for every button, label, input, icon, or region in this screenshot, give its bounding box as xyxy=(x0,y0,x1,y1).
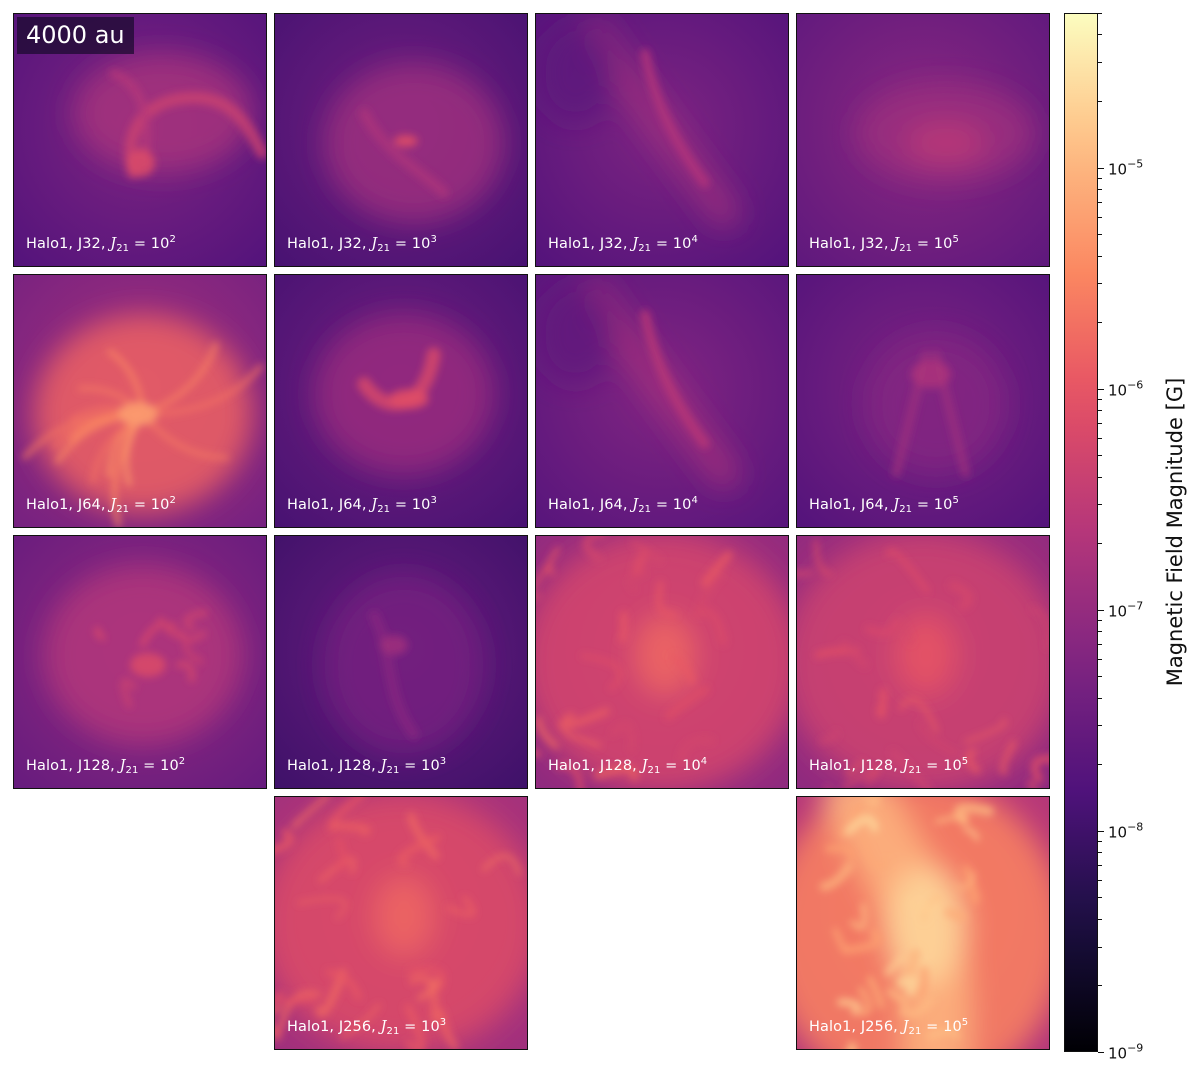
magnetic-field-map xyxy=(536,536,788,788)
magnetic-field-map xyxy=(536,14,788,266)
colorbar-minor-tick xyxy=(1098,476,1102,478)
colorbar-minor-tick xyxy=(1098,455,1102,457)
colorbar-minor-tick xyxy=(1098,644,1102,646)
colorbar-minor-tick xyxy=(1098,100,1102,102)
panel-label: Halo1, J128, J21 = 105 xyxy=(809,756,969,776)
panel-label: Halo1, J32, J21 = 103 xyxy=(287,234,437,254)
colorbar-minor-tick xyxy=(1098,437,1102,439)
panel-label: Halo1, J64, J21 = 105 xyxy=(809,495,959,515)
colorbar-major-tick xyxy=(1098,388,1104,390)
magnetic-field-map xyxy=(14,14,266,266)
field-panel: Halo1, J32, J21 = 103 xyxy=(274,13,528,267)
panel-label: Halo1, J256, J21 = 105 xyxy=(809,1017,969,1037)
colorbar-minor-tick xyxy=(1098,177,1102,179)
magnetic-field-map xyxy=(275,797,527,1049)
magnetic-field-map xyxy=(797,536,1049,788)
colorbar-major-tick xyxy=(1098,1052,1104,1053)
colorbar-major-tick xyxy=(1098,609,1104,611)
colorbar-minor-tick xyxy=(1098,897,1102,899)
field-panel: Halo1, J128, J21 = 103 xyxy=(274,535,528,789)
colorbar-tick-label: 10−8 xyxy=(1108,820,1144,842)
field-panel: Halo1, J64, J21 = 104 xyxy=(535,274,789,528)
colorbar-label: Magnetic Field Magnitude [G] xyxy=(1163,377,1187,687)
colorbar-minor-tick xyxy=(1098,34,1102,36)
colorbar-tick-label: 10−9 xyxy=(1108,1041,1144,1063)
magnetic-field-map xyxy=(536,275,788,527)
field-panel: Halo1, J32, J21 = 104 xyxy=(535,13,789,267)
colorbar-major-tick xyxy=(1098,830,1104,832)
colorbar-minor-tick xyxy=(1098,201,1102,203)
magnetic-field-map xyxy=(797,797,1049,1049)
panel-label: Halo1, J32, J21 = 105 xyxy=(809,234,959,254)
colorbar-minor-tick xyxy=(1098,216,1102,218)
colorbar-minor-tick xyxy=(1098,865,1102,867)
field-panel: Halo1, J64, J21 = 105 xyxy=(796,274,1050,528)
colorbar-minor-tick xyxy=(1098,676,1102,678)
colorbar-minor-tick xyxy=(1098,658,1102,660)
colorbar-major-tick xyxy=(1098,167,1104,169)
colorbar-minor-tick xyxy=(1098,283,1102,285)
magnetic-field-map xyxy=(275,536,527,788)
colorbar-minor-tick xyxy=(1098,841,1102,842)
colorbar-minor-tick xyxy=(1098,422,1102,424)
panel-label: Halo1, J128, J21 = 103 xyxy=(287,756,447,776)
magnetic-field-map xyxy=(14,536,266,788)
magnetic-field-map xyxy=(797,14,1049,266)
magnetic-field-map xyxy=(275,275,527,527)
colorbar-tick-label: 10−7 xyxy=(1108,599,1144,621)
colorbar-minor-tick xyxy=(1098,188,1102,190)
panel-label: Halo1, J128, J21 = 104 xyxy=(548,756,708,776)
panel-label: Halo1, J32, J21 = 102 xyxy=(26,234,176,254)
panel-label: Halo1, J256, J21 = 103 xyxy=(287,1017,447,1037)
colorbar-minor-tick xyxy=(1098,234,1102,236)
magnetic-field-map xyxy=(275,14,527,266)
field-panel: Halo1, J32, J21 = 102 4000 au xyxy=(13,13,267,267)
colorbar-minor-tick xyxy=(1098,410,1102,412)
colorbar-minor-tick xyxy=(1098,697,1102,699)
colorbar-minor-tick xyxy=(1098,879,1102,881)
panel-label: Halo1, J64, J21 = 103 xyxy=(287,495,437,515)
colorbar-minor-tick xyxy=(1098,918,1102,920)
colorbar-minor-tick xyxy=(1098,398,1102,400)
colorbar-minor-tick xyxy=(1098,985,1102,987)
colorbar-minor-tick xyxy=(1098,543,1102,545)
colorbar-tick-label: 10−5 xyxy=(1108,157,1144,179)
colorbar-tick-label: 10−6 xyxy=(1108,378,1144,400)
colorbar-minor-tick xyxy=(1098,946,1102,948)
colorbar-minor-tick xyxy=(1098,504,1102,506)
field-panel: Halo1, J32, J21 = 105 xyxy=(796,13,1050,267)
field-panel: Halo1, J128, J21 = 105 xyxy=(796,535,1050,789)
colorbar-minor-tick xyxy=(1098,764,1102,766)
panel-label: Halo1, J64, J21 = 102 xyxy=(26,495,176,515)
colorbar-minor-tick xyxy=(1098,255,1102,257)
field-panel: Halo1, J256, J21 = 103 xyxy=(274,796,528,1050)
panel-label: Halo1, J64, J21 = 104 xyxy=(548,495,698,515)
field-panel: Halo1, J64, J21 = 102 xyxy=(13,274,267,528)
colorbar-minor-tick xyxy=(1098,852,1102,854)
colorbar-minor-tick xyxy=(1098,619,1102,621)
panel-label: Halo1, J128, J21 = 102 xyxy=(26,756,186,776)
magnetic-field-map xyxy=(797,275,1049,527)
colorbar-minor-tick xyxy=(1098,13,1102,14)
magnetic-field-map xyxy=(14,275,266,527)
field-panel: Halo1, J64, J21 = 103 xyxy=(274,274,528,528)
colorbar-minor-tick xyxy=(1098,62,1102,64)
scale-label: 4000 au xyxy=(17,17,134,54)
colorbar-minor-tick xyxy=(1098,322,1102,324)
colorbar xyxy=(1064,13,1098,1052)
panel-label: Halo1, J32, J21 = 104 xyxy=(548,234,698,254)
field-panel: Halo1, J256, J21 = 105 xyxy=(796,796,1050,1050)
colorbar-minor-tick xyxy=(1098,725,1102,727)
field-panel: Halo1, J128, J21 = 102 xyxy=(13,535,267,789)
field-panel: Halo1, J128, J21 = 104 xyxy=(535,535,789,789)
colorbar-minor-tick xyxy=(1098,631,1102,633)
